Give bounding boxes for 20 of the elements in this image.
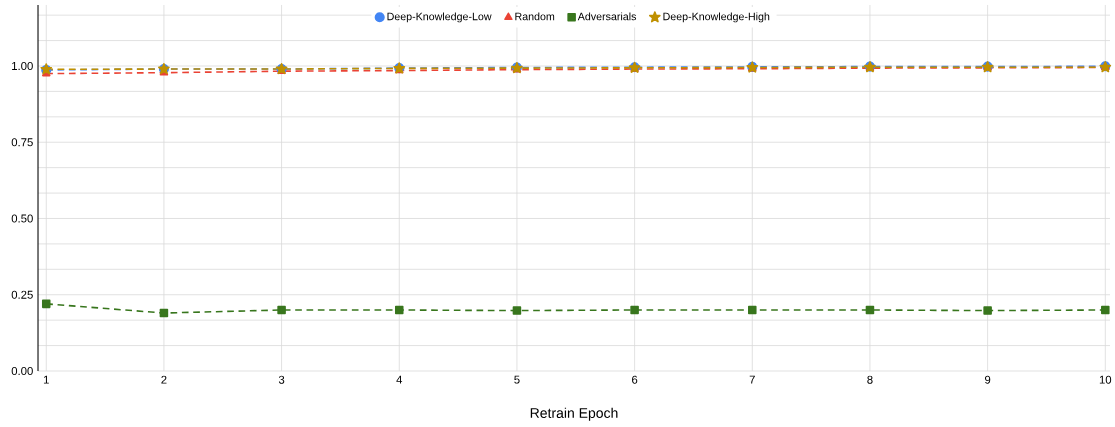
x-tick-label: 5 bbox=[514, 375, 520, 384]
x-tick-label: 2 bbox=[161, 375, 167, 384]
x-axis-title: Retrain Epoch bbox=[530, 407, 618, 421]
y-tick-label: 0.75 bbox=[11, 138, 33, 147]
x-tick-label: 1 bbox=[43, 375, 49, 384]
legend-label: Deep-Knowledge-High bbox=[663, 12, 770, 23]
y-tick-label: 0.50 bbox=[11, 214, 33, 223]
legend-label: Random bbox=[515, 12, 555, 21]
x-tick-label: 4 bbox=[396, 375, 403, 384]
x-tick-label: 10 bbox=[1099, 375, 1112, 384]
y-tick-label: 0.00 bbox=[11, 366, 33, 375]
x-tick-label: 9 bbox=[985, 375, 991, 384]
legend-label: Deep-Knowledge-Low bbox=[387, 12, 492, 23]
y-tick-label: 1.00 bbox=[12, 61, 33, 70]
x-tick-label: 3 bbox=[278, 375, 285, 384]
legend-label: Adversarials bbox=[577, 12, 637, 21]
y-tick-label: 0.25 bbox=[11, 290, 33, 299]
x-tick-label: 8 bbox=[867, 375, 873, 384]
x-tick-label: 6 bbox=[632, 375, 638, 384]
x-tick-label: 7 bbox=[749, 375, 755, 384]
